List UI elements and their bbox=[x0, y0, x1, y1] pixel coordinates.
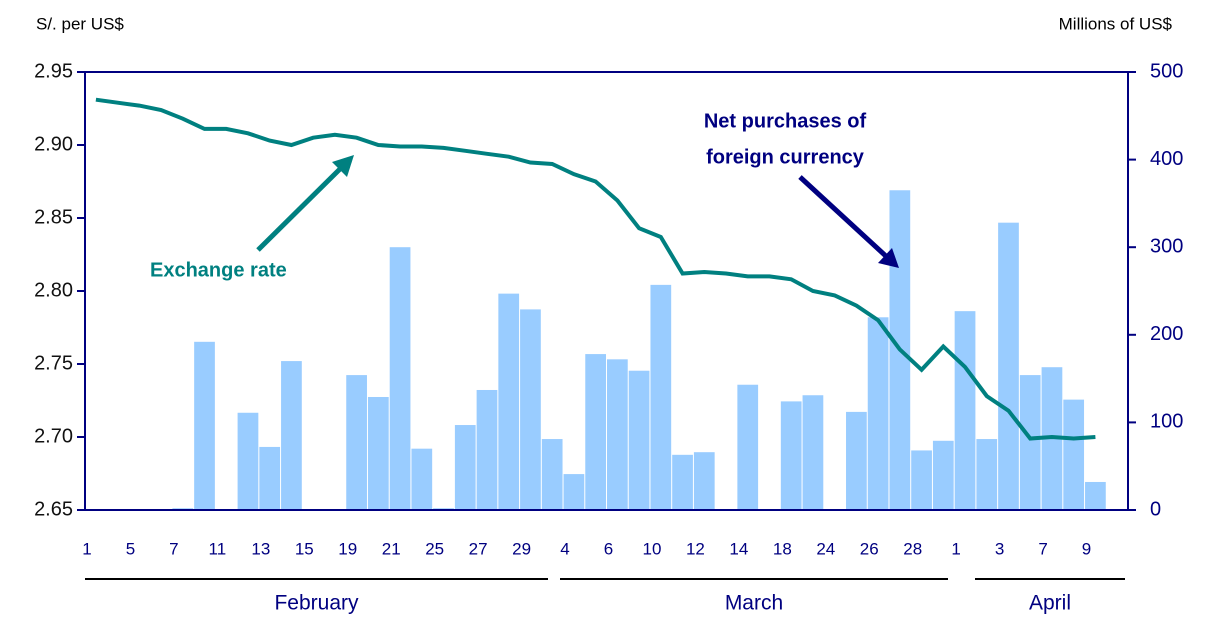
bar bbox=[998, 222, 1019, 510]
y-tick-label: 2.70 bbox=[34, 425, 73, 447]
bar bbox=[389, 247, 411, 510]
bar bbox=[476, 389, 498, 510]
arrows bbox=[256, 155, 899, 268]
x-tick-label: 6 bbox=[604, 539, 613, 558]
arrow bbox=[798, 175, 890, 260]
y2-tick-label: 300 bbox=[1150, 235, 1183, 257]
x-tick-label: 26 bbox=[860, 539, 879, 558]
x-tick-label: 5 bbox=[126, 539, 135, 558]
x-tick-label: 3 bbox=[995, 539, 1004, 558]
line bbox=[95, 97, 1096, 441]
x-tick-label: 11 bbox=[209, 539, 227, 558]
y-axis-label: S/. per US$ bbox=[36, 14, 124, 33]
bar bbox=[541, 439, 563, 510]
bar bbox=[932, 440, 954, 510]
bar bbox=[1063, 399, 1085, 510]
x-tick-label: 21 bbox=[382, 539, 401, 558]
annotation: Exchange rate bbox=[150, 259, 287, 281]
bar bbox=[846, 411, 867, 510]
x-tick-label: 25 bbox=[425, 539, 444, 558]
x-tick-label: 7 bbox=[169, 539, 178, 558]
bar bbox=[867, 317, 889, 510]
bar bbox=[346, 375, 367, 510]
y-tick-label: 2.95 bbox=[34, 60, 73, 82]
bar bbox=[672, 454, 693, 510]
y-tick-label: 2.80 bbox=[34, 279, 73, 301]
bar bbox=[585, 354, 606, 510]
bar bbox=[367, 396, 389, 510]
x-tick-label: 14 bbox=[729, 539, 748, 558]
x-tick-label: 1 bbox=[951, 539, 960, 558]
x-tick-label: 1 bbox=[82, 539, 91, 558]
annotation: foreign currency bbox=[706, 146, 865, 168]
group-label: April bbox=[1029, 592, 1071, 615]
arrow-head bbox=[878, 248, 899, 268]
x-tick-label: 18 bbox=[773, 539, 792, 558]
x-tick-label: 28 bbox=[903, 539, 922, 558]
y-tick-label: 2.75 bbox=[34, 352, 73, 374]
y2-tick-label: 400 bbox=[1150, 148, 1183, 170]
bar bbox=[780, 401, 802, 510]
y-tick-label: 2.90 bbox=[34, 133, 73, 155]
x-tick-label: 4 bbox=[560, 539, 569, 558]
bar bbox=[911, 450, 932, 510]
x-tick-label: 10 bbox=[642, 539, 661, 558]
bar bbox=[520, 309, 541, 510]
annotation: Net purchases of bbox=[704, 110, 867, 132]
bar bbox=[1019, 375, 1041, 510]
bar bbox=[194, 341, 215, 510]
bar bbox=[281, 361, 302, 510]
bar bbox=[737, 384, 759, 510]
bar bbox=[498, 293, 520, 510]
bar bbox=[237, 412, 259, 510]
bar bbox=[411, 448, 433, 510]
x-tick-label: 24 bbox=[816, 539, 835, 558]
y-tick-label: 2.85 bbox=[34, 206, 73, 228]
x-tick-label: 15 bbox=[295, 539, 314, 558]
x-tick-label: 19 bbox=[338, 539, 357, 558]
bar bbox=[607, 359, 628, 510]
arrow bbox=[256, 164, 345, 252]
bar bbox=[693, 452, 715, 510]
bar bbox=[802, 395, 824, 510]
bar bbox=[650, 284, 672, 510]
y2-tick-label: 0 bbox=[1150, 498, 1161, 520]
x-tick-label: 7 bbox=[1038, 539, 1047, 558]
group-label: March bbox=[725, 592, 783, 615]
bar bbox=[1085, 481, 1106, 510]
bar bbox=[259, 446, 281, 510]
group-label: February bbox=[274, 592, 359, 615]
y2-tick-label: 200 bbox=[1150, 323, 1183, 345]
bar bbox=[954, 311, 976, 510]
x-tick-label: 13 bbox=[251, 539, 270, 558]
arrow-head bbox=[332, 155, 354, 177]
x-tick-label: 12 bbox=[686, 539, 705, 558]
x-tick-label: 9 bbox=[1082, 539, 1091, 558]
x-tick-label: 29 bbox=[512, 539, 531, 558]
bar bbox=[563, 474, 585, 510]
y2-axis-label: Millions of US$ bbox=[1059, 14, 1173, 33]
y2-tick-label: 100 bbox=[1150, 411, 1183, 433]
bar bbox=[628, 370, 650, 510]
x-tick-label: 27 bbox=[469, 539, 488, 558]
y2-tick-label: 500 bbox=[1150, 60, 1183, 82]
bar bbox=[454, 425, 476, 510]
y-tick-label: 2.65 bbox=[34, 498, 73, 520]
bar bbox=[976, 439, 998, 510]
